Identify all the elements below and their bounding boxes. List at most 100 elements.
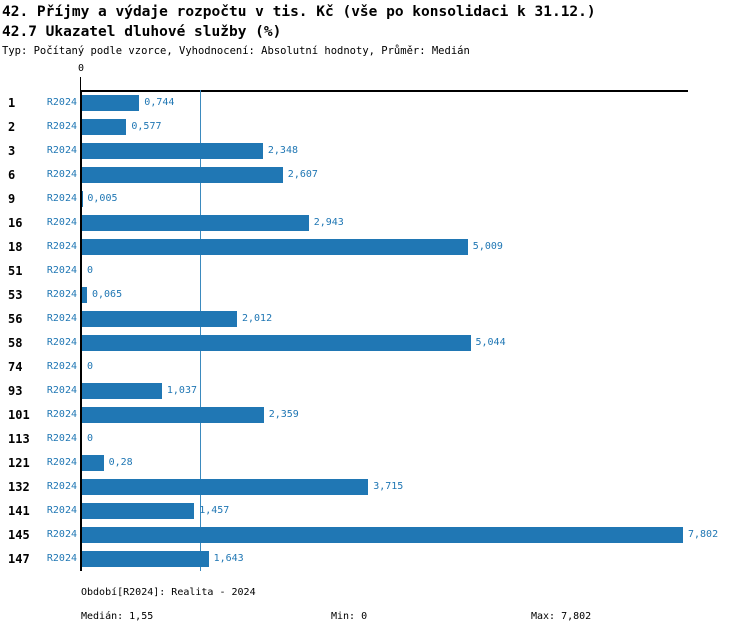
row-period-label: R2024 bbox=[46, 217, 77, 228]
chart-row: 113 R2024 0 bbox=[0, 427, 750, 451]
row-period-label: R2024 bbox=[46, 409, 77, 420]
bar-value-label: 0,065 bbox=[92, 289, 123, 300]
bar-value-label: 0,744 bbox=[144, 97, 175, 108]
bar-value-label: 1,037 bbox=[166, 385, 197, 396]
row-period-label: R2024 bbox=[46, 169, 77, 180]
bar bbox=[82, 503, 195, 519]
chart-row: 132 R2024 3,715 bbox=[0, 475, 750, 499]
row-period-label: R2024 bbox=[46, 529, 77, 540]
bar-value-label: 5,009 bbox=[472, 241, 503, 252]
row-category-label: 58 bbox=[8, 336, 23, 350]
bar bbox=[82, 407, 264, 423]
row-period-label: R2024 bbox=[46, 313, 77, 324]
row-period-label: R2024 bbox=[46, 433, 77, 444]
chart-row: 93 R2024 1,037 bbox=[0, 379, 750, 403]
bar-value-label: 0,577 bbox=[131, 121, 162, 132]
bar bbox=[82, 95, 140, 111]
row-category-label: 16 bbox=[8, 216, 23, 230]
row-period-label: R2024 bbox=[46, 505, 77, 516]
bar-value-label: 0,28 bbox=[108, 457, 133, 468]
chart-rows: 1 R2024 0,744 2 R2024 0,577 3 R2024 2,348 6 R2024 2… bbox=[0, 91, 750, 571]
row-period-label: R2024 bbox=[46, 193, 77, 204]
bar-value-label: 2,348 bbox=[267, 145, 298, 156]
chart-row: 53 R2024 0,065 bbox=[0, 283, 750, 307]
row-period-label: R2024 bbox=[46, 385, 77, 396]
chart-row: 56 R2024 2,012 bbox=[0, 307, 750, 331]
bar bbox=[82, 455, 104, 471]
row-category-label: 9 bbox=[8, 192, 16, 206]
footer-period-label: Období[R2024]: Realita - 2024 bbox=[81, 587, 256, 598]
row-category-label: 113 bbox=[8, 432, 30, 446]
chart-row: 2 R2024 0,577 bbox=[0, 115, 750, 139]
row-category-label: 141 bbox=[8, 504, 30, 518]
row-period-label: R2024 bbox=[46, 145, 77, 156]
row-category-label: 145 bbox=[8, 528, 30, 542]
chart-row: 145 R2024 7,802 bbox=[0, 523, 750, 547]
bar-value-label: 0 bbox=[87, 361, 94, 372]
chart-meta-line: Typ: Počítaný podle vzorce, Vyhodnocení:… bbox=[2, 45, 470, 57]
x-axis-origin-tick bbox=[80, 77, 81, 90]
chart-row: 58 R2024 5,044 bbox=[0, 331, 750, 355]
bar bbox=[82, 167, 283, 183]
bar-value-label: 2,359 bbox=[268, 409, 299, 420]
bar bbox=[82, 143, 263, 159]
row-category-label: 132 bbox=[8, 480, 30, 494]
row-category-label: 1 bbox=[8, 96, 16, 110]
bar-value-label: 2,012 bbox=[242, 313, 273, 324]
bar-value-label: 5,044 bbox=[475, 337, 506, 348]
chart-row: 1 R2024 0,744 bbox=[0, 91, 750, 115]
chart-row: 18 R2024 5,009 bbox=[0, 235, 750, 259]
bar bbox=[82, 527, 683, 543]
footer-min-stat: Min: 0 bbox=[331, 611, 368, 622]
row-category-label: 51 bbox=[8, 264, 23, 278]
footer-max-stat: Max: 7,802 bbox=[531, 611, 592, 622]
row-category-label: 121 bbox=[8, 456, 30, 470]
row-category-label: 3 bbox=[8, 144, 16, 158]
row-category-label: 6 bbox=[8, 168, 16, 182]
row-period-label: R2024 bbox=[46, 337, 77, 348]
row-category-label: 93 bbox=[8, 384, 23, 398]
row-period-label: R2024 bbox=[46, 553, 77, 564]
page-title: 42. Příjmy a výdaje rozpočtu v tis. Kč (… bbox=[2, 4, 596, 20]
bar-value-label: 2,943 bbox=[313, 217, 344, 228]
bar-value-label: 1,643 bbox=[213, 553, 244, 564]
chart-row: 6 R2024 2,607 bbox=[0, 163, 750, 187]
row-period-label: R2024 bbox=[46, 241, 77, 252]
row-category-label: 2 bbox=[8, 120, 16, 134]
row-period-label: R2024 bbox=[46, 121, 77, 132]
row-category-label: 147 bbox=[8, 552, 30, 566]
footer-median-stat: Medián: 1,55 bbox=[81, 611, 154, 622]
chart-row: 51 R2024 0 bbox=[0, 259, 750, 283]
chart-row: 9 R2024 0,005 bbox=[0, 187, 750, 211]
bar bbox=[82, 551, 209, 567]
chart-row: 101 R2024 2,359 bbox=[0, 403, 750, 427]
bar-value-label: 7,802 bbox=[688, 529, 719, 540]
row-period-label: R2024 bbox=[46, 97, 77, 108]
row-period-label: R2024 bbox=[46, 289, 77, 300]
y-axis-line bbox=[80, 90, 82, 571]
bar bbox=[82, 383, 162, 399]
chart-row: 16 R2024 2,943 bbox=[0, 211, 750, 235]
bar-value-label: 0,005 bbox=[87, 193, 118, 204]
median-reference-line bbox=[200, 90, 201, 571]
row-category-label: 56 bbox=[8, 312, 23, 326]
chart-row: 3 R2024 2,348 bbox=[0, 139, 750, 163]
bar bbox=[82, 311, 237, 327]
chart-row: 121 R2024 0,28 bbox=[0, 451, 750, 475]
bar-value-label: 2,607 bbox=[287, 169, 318, 180]
row-period-label: R2024 bbox=[46, 457, 77, 468]
chart-row: 147 R2024 1,643 bbox=[0, 547, 750, 571]
bar bbox=[82, 215, 309, 231]
bar bbox=[82, 479, 369, 495]
x-axis-origin-label: 0 bbox=[77, 63, 85, 74]
chart-row: 141 R2024 1,457 bbox=[0, 499, 750, 523]
chart-row: 74 R2024 0 bbox=[0, 355, 750, 379]
bar-value-label: 3,715 bbox=[373, 481, 404, 492]
x-axis-line bbox=[81, 90, 688, 92]
bar bbox=[82, 287, 87, 303]
row-period-label: R2024 bbox=[46, 361, 77, 372]
bar-value-label: 1,457 bbox=[199, 505, 230, 516]
bar-value-label: 0 bbox=[87, 265, 94, 276]
bar bbox=[82, 119, 127, 135]
row-category-label: 74 bbox=[8, 360, 23, 374]
